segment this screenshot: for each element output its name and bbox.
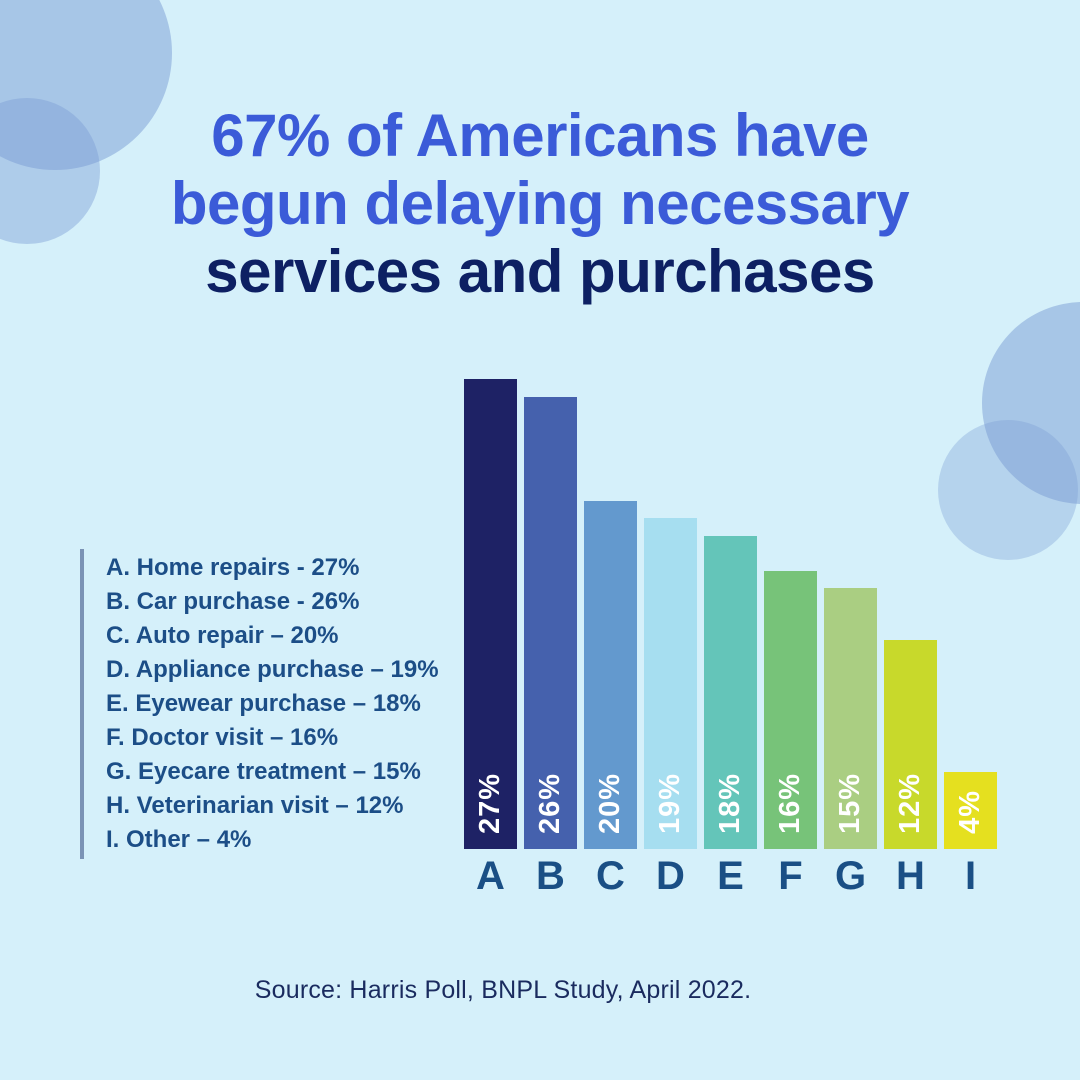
- bar-i: 4%: [944, 772, 997, 849]
- bar-b: 26%: [524, 397, 577, 849]
- decorative-circle-right-bottom: [938, 420, 1078, 560]
- bar-f: 16%: [764, 571, 817, 849]
- bar-c: 20%: [584, 501, 637, 849]
- bar-value-label: 16%: [774, 772, 806, 834]
- bar-value-label: 15%: [834, 772, 866, 834]
- bar-h: 12%: [884, 640, 937, 849]
- x-axis-label-i: I: [964, 854, 977, 898]
- title-line-1: 67% of Americans have: [211, 102, 869, 169]
- title-line-2: begun delaying necessary: [170, 170, 910, 237]
- legend-item: D. Appliance purchase – 19%: [106, 656, 439, 683]
- bar-value-label: 27%: [474, 772, 506, 834]
- bar-value-label: 26%: [534, 772, 566, 834]
- title-line-3: services and purchases: [205, 238, 875, 305]
- legend-item: B. Car purchase - 26%: [106, 588, 360, 615]
- bar-a: 27%: [464, 379, 517, 849]
- bar-value-label: 19%: [654, 772, 686, 834]
- source-note: Source: Harris Poll, BNPL Study, April 2…: [254, 976, 752, 1004]
- bar-e: 18%: [704, 536, 757, 849]
- bar-d: 19%: [644, 518, 697, 849]
- legend-item: I. Other – 4%: [106, 826, 252, 853]
- x-axis-label-g: G: [834, 854, 867, 898]
- legend-item: C. Auto repair – 20%: [106, 622, 339, 649]
- legend-item: G. Eyecare treatment – 15%: [106, 758, 421, 785]
- bar-value-label: 18%: [714, 772, 746, 834]
- bar-value-label: 4%: [954, 790, 986, 834]
- chart-legend: A. Home repairs - 27% B. Car purchase - 2…: [80, 549, 439, 859]
- page-title: 67% of Americans have begun delaying nec…: [0, 102, 1080, 306]
- bar-chart: 27% 26% 20% 19% 18% 16% 15% 12% 4%: [464, 378, 998, 849]
- legend-item: E. Eyewear purchase – 18%: [106, 690, 421, 717]
- x-axis-label-a: A: [476, 854, 505, 898]
- bar-value-label: 20%: [594, 772, 626, 834]
- x-axis-label-d: D: [656, 854, 685, 898]
- legend-item: H. Veterinarian visit – 12%: [106, 792, 404, 819]
- x-axis-label-c: C: [596, 854, 625, 898]
- x-axis-label-b: B: [536, 854, 565, 898]
- x-axis-label-h: H: [896, 854, 925, 898]
- bar-value-label: 12%: [894, 772, 926, 834]
- x-axis-label-f: F: [778, 854, 803, 898]
- bar-g: 15%: [824, 588, 877, 849]
- x-axis-label-e: E: [717, 854, 744, 898]
- legend-item: F. Doctor visit – 16%: [106, 724, 339, 751]
- legend-item: A. Home repairs - 27%: [106, 554, 360, 581]
